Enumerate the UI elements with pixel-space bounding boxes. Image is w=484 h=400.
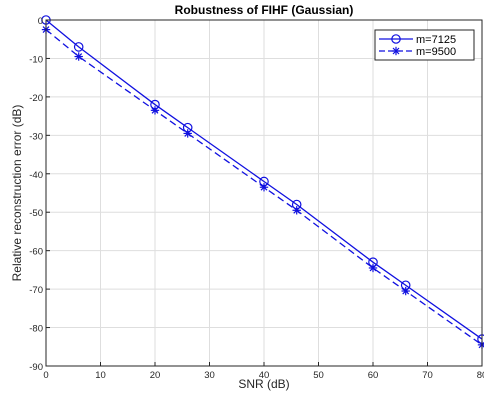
y-tick-label: -70 <box>29 285 43 296</box>
legend-label: m=9500 <box>416 46 456 58</box>
y-tick-label: -80 <box>29 324 43 335</box>
data-point <box>368 263 378 273</box>
chart-title: Robustness of FIHF (Gaussian) <box>175 3 354 17</box>
data-point <box>292 206 301 215</box>
legend-box <box>374 29 475 61</box>
legend-marker <box>391 34 401 44</box>
y-tick-label: -50 <box>29 208 43 219</box>
y-axis-label: Relative reconstruction error (dB) <box>10 105 24 282</box>
series-line <box>45 19 483 340</box>
x-axis-label: SNR (dB) <box>238 377 289 391</box>
y-tick-label: -30 <box>29 131 43 142</box>
legend-item: m=7125 <box>379 34 456 46</box>
x-tick-label: 80 <box>477 370 484 381</box>
legend-marker <box>391 46 401 56</box>
y-tick-label: -20 <box>29 93 43 104</box>
data-point <box>401 286 410 296</box>
y-tick-label: 0 <box>38 16 43 27</box>
x-tick-label: 50 <box>313 370 324 381</box>
x-tick-label: 0 <box>43 370 48 381</box>
y-tick-label: -10 <box>29 54 43 65</box>
x-tick-label: 30 <box>204 370 215 381</box>
data-point <box>183 129 192 138</box>
legend-label: m=7125 <box>416 34 456 46</box>
x-tick-label: 70 <box>422 370 433 381</box>
x-tick-label: 40 <box>259 370 270 381</box>
y-tick-label: -40 <box>29 170 43 181</box>
x-tick-label: 20 <box>150 370 161 381</box>
legend-item: m=9500 <box>379 46 456 58</box>
x-tick-label: 60 <box>368 370 379 381</box>
y-tick-label: -60 <box>29 247 43 258</box>
tick-labels: 0 10 20 30 40 50 60 70 80 0 -10 -20 -30 -40 -50 -60 -70 -… <box>29 16 484 381</box>
x-tick-label: 10 <box>95 370 106 381</box>
data-point <box>150 106 160 115</box>
series-m=7125 <box>41 15 484 344</box>
y-tick-label: -90 <box>29 362 43 373</box>
data-point <box>73 42 84 52</box>
data-point <box>74 52 83 61</box>
data-point <box>259 183 269 192</box>
